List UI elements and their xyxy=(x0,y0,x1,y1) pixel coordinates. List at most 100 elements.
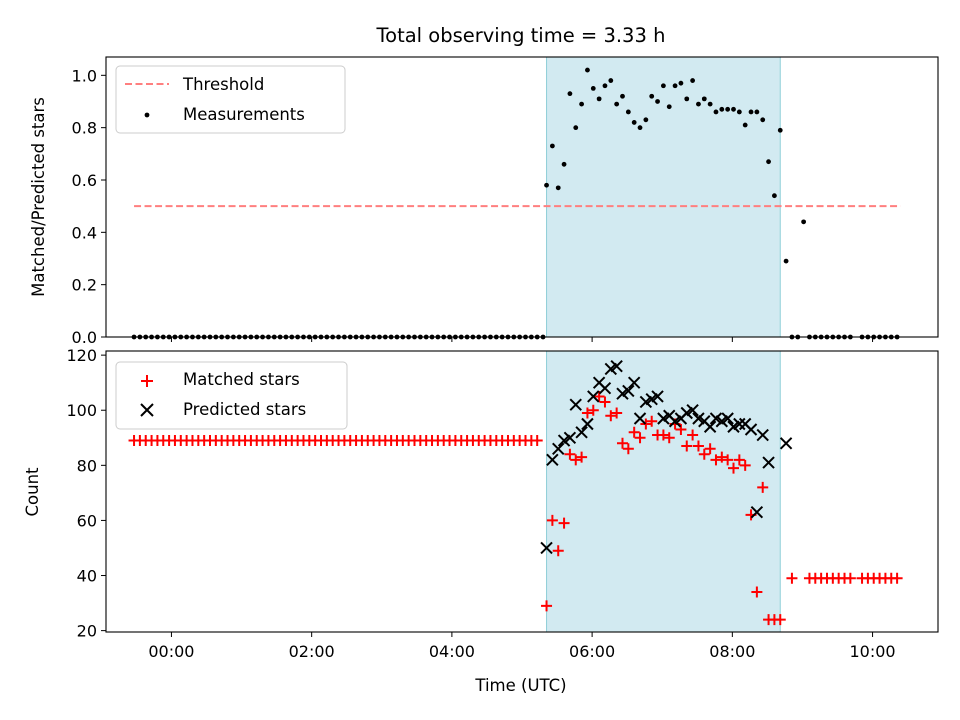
bottom-y-ticks: 20 40 60 80 100 120 xyxy=(66,346,106,641)
predicted-star-point xyxy=(633,412,647,425)
matched-star-point xyxy=(634,432,646,444)
matched-star-point xyxy=(622,443,634,455)
top-span xyxy=(546,56,781,338)
bottom-x-ticks: 00:00 02:00 04:00 06:00 08:00 10:00 xyxy=(148,632,896,661)
predicted-star-point xyxy=(587,390,600,403)
matched-star-point xyxy=(891,572,903,584)
measurement-point xyxy=(760,117,766,123)
measurement-point xyxy=(725,106,731,112)
measurement-point xyxy=(590,86,596,91)
legend-measurements-swatch xyxy=(144,112,150,118)
predicted-star-point xyxy=(750,505,764,519)
y-tick-label: 120 xyxy=(66,346,97,365)
top-panel: 0.0 0.2 0.4 0.6 0.8 1.0 Matched/Predicted sta… xyxy=(29,56,939,347)
bottom-axes-frame xyxy=(105,350,939,633)
measurement-point xyxy=(777,127,783,133)
measurement-point xyxy=(748,109,754,115)
predicted-star-point xyxy=(686,404,699,417)
matched-star-point xyxy=(710,454,722,466)
top-legend: Threshold Measurements xyxy=(115,65,346,134)
measurement-point xyxy=(544,182,549,188)
matched-star-point xyxy=(774,614,786,626)
matched-star-point xyxy=(739,459,751,471)
matched-star-point xyxy=(733,454,745,466)
predicted-star-point xyxy=(552,442,565,456)
measurement-point xyxy=(655,99,660,104)
measurement-point xyxy=(573,125,579,131)
y-tick-label: 0.2 xyxy=(72,276,97,295)
measurement-point xyxy=(585,67,590,73)
y-tick-label: 1.0 xyxy=(72,66,97,85)
matched-star-point xyxy=(786,572,798,584)
measurement-point xyxy=(596,96,602,102)
matched-star-point xyxy=(687,429,699,441)
x-tick-label: 08:00 xyxy=(709,642,755,661)
matched-star-point xyxy=(704,443,716,455)
measurement-point xyxy=(766,159,771,165)
predicted-star-point xyxy=(651,390,664,403)
measurement-point xyxy=(701,96,707,102)
bottom-span xyxy=(546,350,781,633)
measurement-point xyxy=(549,143,555,149)
measurement-point xyxy=(742,122,748,128)
matched-star-point xyxy=(599,396,611,408)
predicted-star-point xyxy=(610,359,623,373)
measurement-point xyxy=(660,83,666,89)
measurement-point xyxy=(690,78,696,83)
predicted-star-point xyxy=(703,420,717,433)
matched-star-point xyxy=(628,426,640,438)
y-tick-label: 0.8 xyxy=(72,119,97,138)
y-tick-label: 40 xyxy=(77,567,97,586)
measurement-point xyxy=(620,93,625,99)
matched-star-point xyxy=(646,415,658,427)
measurement-point xyxy=(783,258,789,264)
measurement-point xyxy=(631,120,637,125)
measurement-point xyxy=(666,104,672,110)
measurement-point xyxy=(561,161,567,167)
matched-star-point xyxy=(616,437,628,449)
bottom-legend-box xyxy=(115,361,348,430)
matched-star-point xyxy=(657,429,669,441)
matched-star-point xyxy=(564,448,576,460)
matched-star-point xyxy=(663,432,675,444)
matched-star-point xyxy=(692,440,704,452)
x-tick-label: 06:00 xyxy=(569,642,615,661)
x-tick-label: 04:00 xyxy=(429,642,475,661)
matched-star-point xyxy=(716,451,728,463)
y-tick-label: 0.0 xyxy=(72,328,97,347)
matched-star-point xyxy=(751,586,763,598)
x-tick-label: 00:00 xyxy=(148,642,194,661)
y-tick-label: 0.6 xyxy=(72,171,97,190)
predicted-star-point xyxy=(598,381,612,395)
matched-star-point xyxy=(681,440,693,452)
y-tick-label: 80 xyxy=(77,456,97,475)
measurement-point xyxy=(731,106,736,112)
matched-star-point xyxy=(605,410,617,422)
measurement-point xyxy=(801,219,807,225)
measurement-point xyxy=(707,101,713,107)
predicted-star-point xyxy=(569,398,582,411)
measurement-point xyxy=(579,101,584,107)
legend-predicted-label: Predicted stars xyxy=(183,400,306,419)
measurement-point xyxy=(713,109,719,115)
measurement-point xyxy=(672,83,678,89)
legend-threshold-label: Threshold xyxy=(182,75,264,94)
matched-star-point xyxy=(541,600,553,612)
top-x-ticks xyxy=(170,337,874,342)
predicted-star-point xyxy=(581,417,594,431)
y-tick-label: 100 xyxy=(66,401,97,420)
top-legend-box xyxy=(115,65,346,134)
measurement-point xyxy=(608,78,614,83)
measurement-point xyxy=(719,106,725,112)
measurement-point xyxy=(684,96,690,102)
measurement-point xyxy=(625,109,631,115)
matched-star-point xyxy=(587,404,599,416)
matched-star-point xyxy=(728,462,740,474)
predicted-star-point xyxy=(627,376,641,389)
predicted-star-point xyxy=(563,431,577,444)
predicted-star-point xyxy=(540,541,553,555)
predicted-star-point xyxy=(744,423,758,436)
x-tick-label: 10:00 xyxy=(850,642,896,661)
y-tick-label: 60 xyxy=(77,511,97,530)
